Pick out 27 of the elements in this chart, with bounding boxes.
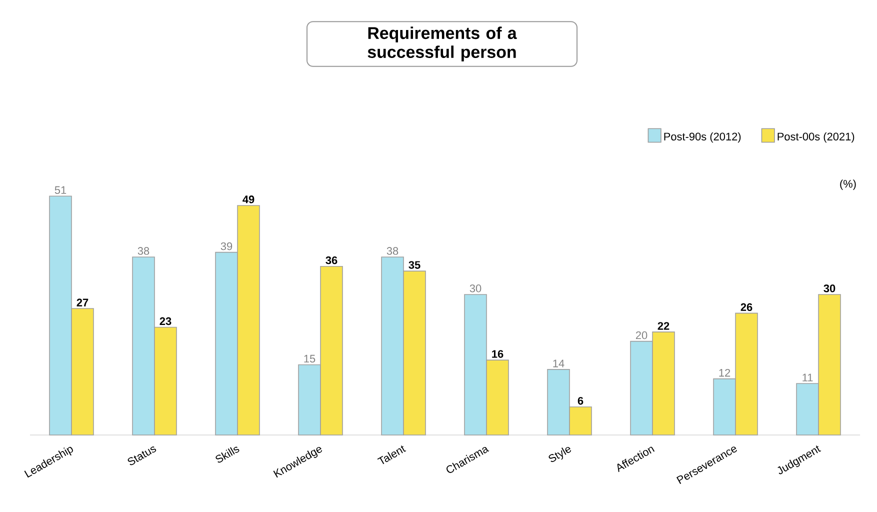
data-label: 30 [824, 284, 836, 292]
legend-label: Post-90s (2012) [664, 132, 741, 143]
data-label: 39 [220, 242, 232, 250]
data-label: 20 [636, 331, 648, 340]
data-label: 49 [242, 196, 254, 204]
legend-label: Post-00s (2021) [778, 132, 854, 143]
data-label: 38 [138, 247, 150, 255]
data-label: 30 [470, 284, 482, 292]
data-label: 6 [578, 396, 584, 405]
data-label: 27 [76, 298, 88, 306]
y-axis-title: (%) [840, 180, 856, 190]
x-tick-label: Talent [377, 445, 406, 464]
chart-title: Requirements of a successful person [368, 26, 517, 62]
data-label: 38 [386, 247, 398, 255]
data-label: 51 [54, 186, 66, 194]
x-tick-label: Skills [216, 446, 240, 463]
data-label: 15 [304, 354, 316, 363]
data-label: 26 [740, 303, 752, 312]
data-label: 36 [326, 256, 338, 264]
x-tick-label: Style [548, 446, 572, 462]
data-label: 12 [719, 368, 730, 377]
data-label: 22 [658, 322, 670, 330]
data-label: 16 [492, 350, 504, 358]
data-label: 11 [802, 374, 813, 382]
data-label: 23 [160, 317, 172, 326]
data-label: 14 [553, 360, 564, 368]
data-label: 35 [408, 261, 420, 269]
